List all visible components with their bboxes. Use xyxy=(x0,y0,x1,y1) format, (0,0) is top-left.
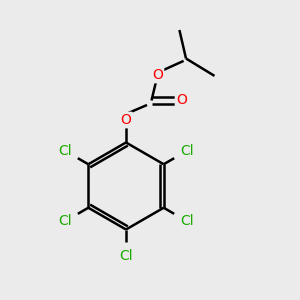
Text: Cl: Cl xyxy=(58,144,72,158)
Text: Cl: Cl xyxy=(180,214,194,228)
Text: O: O xyxy=(176,94,187,107)
Text: Cl: Cl xyxy=(180,144,194,158)
Text: O: O xyxy=(121,113,131,127)
Text: Cl: Cl xyxy=(58,214,72,228)
Text: Cl: Cl xyxy=(119,250,133,263)
Text: O: O xyxy=(152,68,163,82)
